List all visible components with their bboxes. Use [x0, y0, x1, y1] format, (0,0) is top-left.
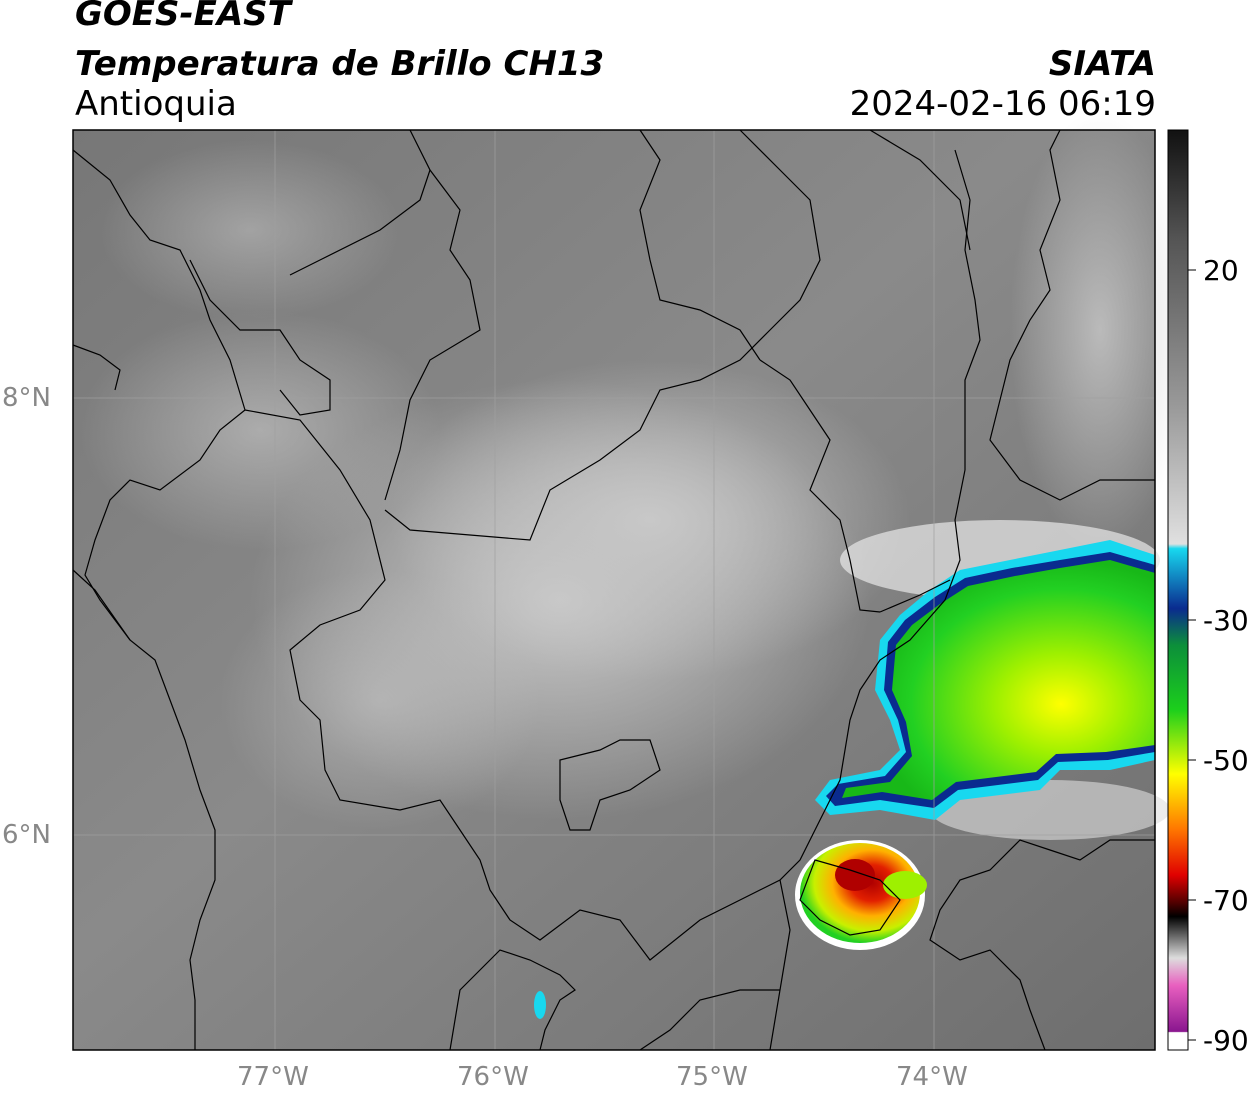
colorbar-tick-minus70: -70: [1203, 884, 1249, 917]
lat-label-8n: 8°N: [2, 383, 51, 413]
lat-label-6n: 6°N: [2, 820, 51, 850]
colorbar-tick-20: 20: [1203, 254, 1239, 287]
gridlines: [73, 130, 1155, 1050]
lon-label-76w: 76°W: [457, 1062, 529, 1092]
lon-label-75w: 75°W: [676, 1062, 748, 1092]
colorbar-tick-minus50: -50: [1203, 744, 1249, 777]
colorbar-tick-minus30: -30: [1203, 604, 1249, 637]
map-panel: [72, 110, 1190, 1051]
small-cold-spot: [534, 991, 546, 1019]
boundaries: [72, 129, 1155, 1051]
lon-label-74w: 74°W: [896, 1062, 968, 1092]
convective-cloud-east: [815, 540, 1155, 820]
product-title: Temperatura de Brillo CH13: [75, 44, 605, 84]
satellite-title: GOES-EAST: [75, 0, 291, 34]
agency-label: SIATA: [1048, 44, 1156, 84]
lon-label-77w: 77°W: [237, 1062, 309, 1092]
colorbar: [1167, 129, 1196, 1051]
region-label: Antioquia: [75, 84, 237, 124]
convective-cloud-core: [795, 840, 927, 950]
colorbar-tick-minus90: -90: [1203, 1024, 1249, 1057]
